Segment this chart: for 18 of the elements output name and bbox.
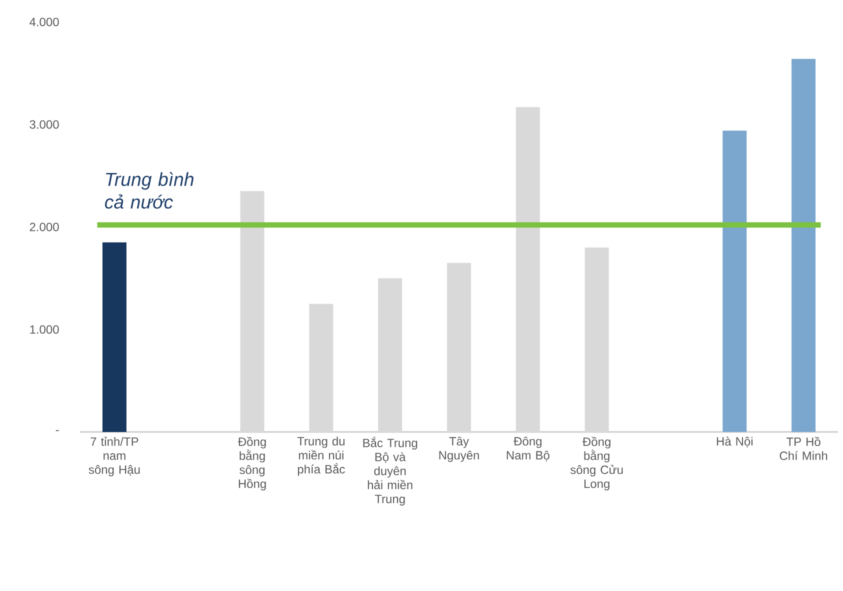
- y-tick-label: 3.000: [30, 120, 59, 129]
- ref-line-label: Trung bình cả nước: [104, 172, 194, 209]
- x-tick-label: Đông Nam Bộ: [506, 436, 550, 462]
- x-tick-label: Đồng bằng sông Hồng: [238, 436, 266, 490]
- x-tick-label: Tây Nguyên: [439, 436, 479, 462]
- x-tick-label: Hà Nội: [716, 436, 752, 448]
- y-tick-label: 4.000: [30, 18, 59, 26]
- bar: [102, 242, 126, 432]
- x-tick-label: TP Hồ Chí Minh: [780, 436, 828, 460]
- bar: [722, 130, 747, 432]
- y-tick-label: 2.000: [30, 222, 59, 232]
- x-tick-label: Đồng bằng sông Cửu Long: [570, 436, 623, 490]
- y-tick-label: -: [56, 430, 59, 432]
- x-tick-label: Bắc Trung Bộ và duyên hải miền Trung: [363, 436, 418, 506]
- bar: [792, 58, 816, 432]
- x-tick-label: Trung du miền núi phía Bắc: [297, 436, 345, 476]
- x-tick-label: 7 tỉnh/TP nam sông Hậu: [88, 436, 140, 476]
- y-tick-label: 1.000: [30, 325, 59, 334]
